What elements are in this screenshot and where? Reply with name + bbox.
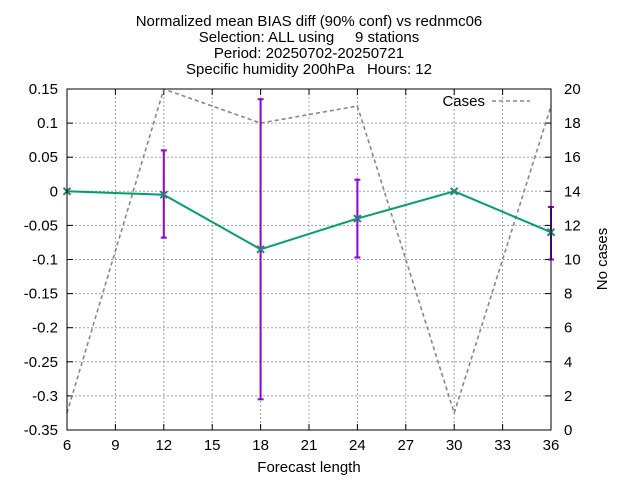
y-tick-label: 0.15 xyxy=(29,81,58,98)
x-tick-label: 21 xyxy=(301,437,318,454)
y2-tick-label: 12 xyxy=(564,217,581,234)
x-tick-label: 15 xyxy=(204,437,221,454)
bias-point-marker xyxy=(449,187,459,196)
y2-tick-label: 20 xyxy=(564,81,581,98)
bias-point-marker xyxy=(159,190,169,199)
x-axis-label: Forecast length xyxy=(257,459,360,476)
plot-frame xyxy=(66,88,552,431)
y-tick-label: -0.2 xyxy=(32,320,58,337)
plot-area xyxy=(62,88,556,416)
cases-series-line xyxy=(67,89,551,416)
title-line-3: Period: 20250702-20250721 xyxy=(214,45,404,62)
y2-tick-label: 6 xyxy=(564,320,572,337)
y-tick-label: -0.05 xyxy=(24,217,58,234)
legend-label-cases: Cases xyxy=(442,93,485,110)
legend: Cases xyxy=(442,93,530,110)
x-tick-label: 18 xyxy=(252,437,269,454)
cases-point xyxy=(356,105,359,107)
x-tick-label: 9 xyxy=(111,437,119,454)
y2-tick-label: 2 xyxy=(564,388,572,405)
y2-tick-label: 14 xyxy=(564,183,581,200)
y-tick-label: -0.25 xyxy=(24,354,58,371)
grid-lines xyxy=(67,89,551,430)
y-tick-label: 0.05 xyxy=(29,149,58,166)
cases-point xyxy=(453,412,456,414)
y2-tick-label: 16 xyxy=(564,149,581,166)
y2-tick-label: 4 xyxy=(564,354,572,371)
bias-point-marker xyxy=(256,245,265,254)
title-line-1: Normalized mean BIAS diff (90% conf) vs … xyxy=(136,13,483,30)
axis-ticks: 6 9 12 15 18 21 24 27 30 33 36-0.35-0.3-0.25-0.2-0… xyxy=(24,81,581,454)
x-tick-label: 12 xyxy=(155,437,172,454)
y2-axis-label: No cases xyxy=(594,228,611,291)
y-tick-label: -0.15 xyxy=(24,286,58,303)
x-tick-label: 6 xyxy=(63,437,71,454)
x-tick-label: 24 xyxy=(349,437,366,454)
y2-tick-label: 8 xyxy=(564,286,572,303)
y-tick-label: -0.3 xyxy=(32,388,58,405)
y-tick-label: 0.1 xyxy=(37,115,58,132)
x-tick-label: 36 xyxy=(543,437,560,454)
x-tick-label: 33 xyxy=(494,437,511,454)
x-tick-label: 30 xyxy=(446,437,463,454)
y-tick-label: -0.35 xyxy=(24,422,58,439)
title-line-4: Specific humidity 200hPa Hours: 12 xyxy=(186,61,432,78)
bias-point-marker xyxy=(353,214,362,223)
chart-title: Normalized mean BIAS diff (90% conf) vs … xyxy=(136,13,483,78)
y2-tick-label: 0 xyxy=(564,422,572,439)
bias-series-line xyxy=(66,190,552,251)
title-line-2: Selection: ALL using 9 stations xyxy=(199,29,419,46)
y2-tick-label: 10 xyxy=(564,252,581,269)
y-tick-label: 0 xyxy=(50,183,58,200)
x-tick-label: 27 xyxy=(397,437,414,454)
y2-tick-label: 18 xyxy=(564,115,581,132)
y-tick-label: -0.1 xyxy=(32,252,58,269)
